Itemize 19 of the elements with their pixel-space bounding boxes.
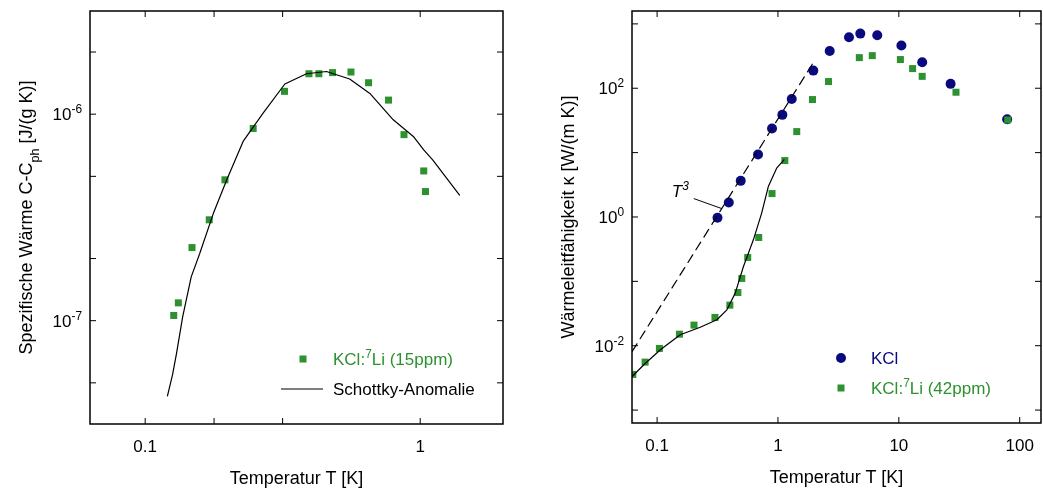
y-tick-label: 10$^{-7}$ bbox=[52, 308, 83, 331]
y-axis-title: Wärmeleitfähigkeit κ [W/(m K)] bbox=[558, 95, 578, 339]
legend-label: KCl:$^{7}$Li (15ppm) bbox=[333, 347, 454, 369]
x-tick-label: 100 bbox=[1005, 436, 1034, 455]
legend-label: KCl:$^{7}$Li (42ppm) bbox=[871, 376, 992, 398]
x-tick-label: 0.1 bbox=[645, 436, 669, 455]
x-tick-label: 10 bbox=[889, 436, 909, 455]
x-axis-title: Temperatur T [K] bbox=[769, 467, 904, 487]
y-tick-label: 10$^{2}$ bbox=[598, 76, 625, 99]
x-axis-title: Temperatur T [K] bbox=[229, 468, 364, 488]
legend-label: Schottky-Anomalie bbox=[333, 380, 475, 399]
y-tick-label: 10$^{0}$ bbox=[598, 204, 625, 227]
legend-label: KCl bbox=[871, 349, 899, 368]
x-tick-label: 1 bbox=[773, 436, 783, 455]
x-tick-label: 1 bbox=[415, 437, 425, 456]
y-tick-label: 10$^{-6}$ bbox=[52, 102, 83, 125]
x-tick-label: 0.1 bbox=[133, 437, 158, 456]
y-tick-label: 10$^{-2}$ bbox=[594, 333, 625, 356]
annotation: T$^{3}$ bbox=[671, 178, 690, 201]
